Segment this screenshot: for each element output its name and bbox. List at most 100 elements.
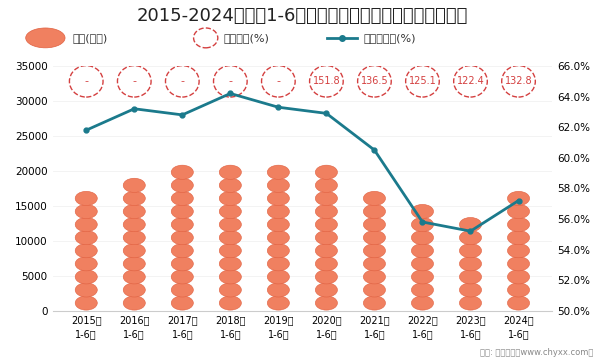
Ellipse shape bbox=[171, 270, 194, 284]
Ellipse shape bbox=[315, 204, 338, 218]
Text: -: - bbox=[276, 76, 280, 86]
Ellipse shape bbox=[364, 217, 385, 232]
Ellipse shape bbox=[315, 165, 338, 179]
Ellipse shape bbox=[219, 257, 241, 271]
Ellipse shape bbox=[267, 178, 289, 192]
Ellipse shape bbox=[123, 257, 145, 271]
Ellipse shape bbox=[411, 283, 434, 297]
Ellipse shape bbox=[123, 217, 145, 232]
Text: 产权比率(%): 产权比率(%) bbox=[224, 33, 270, 43]
Ellipse shape bbox=[364, 296, 385, 310]
Ellipse shape bbox=[315, 257, 338, 271]
Ellipse shape bbox=[459, 257, 482, 271]
Ellipse shape bbox=[75, 283, 97, 297]
Text: 151.8: 151.8 bbox=[313, 76, 340, 86]
Text: 负债(亿元): 负债(亿元) bbox=[73, 33, 108, 43]
Ellipse shape bbox=[508, 283, 529, 297]
Ellipse shape bbox=[508, 270, 529, 284]
Ellipse shape bbox=[171, 283, 194, 297]
Text: -: - bbox=[84, 76, 88, 86]
Ellipse shape bbox=[267, 217, 289, 232]
Ellipse shape bbox=[219, 231, 241, 245]
Ellipse shape bbox=[267, 191, 289, 205]
Ellipse shape bbox=[219, 204, 241, 218]
Ellipse shape bbox=[411, 257, 434, 271]
Ellipse shape bbox=[75, 296, 97, 310]
Ellipse shape bbox=[171, 165, 194, 179]
Ellipse shape bbox=[267, 270, 289, 284]
Ellipse shape bbox=[219, 191, 241, 205]
Ellipse shape bbox=[508, 257, 529, 271]
Ellipse shape bbox=[315, 270, 338, 284]
Ellipse shape bbox=[219, 217, 241, 232]
Ellipse shape bbox=[219, 165, 241, 179]
Ellipse shape bbox=[508, 296, 529, 310]
Ellipse shape bbox=[508, 217, 529, 232]
Ellipse shape bbox=[508, 231, 529, 245]
Ellipse shape bbox=[508, 191, 529, 205]
Ellipse shape bbox=[267, 257, 289, 271]
Ellipse shape bbox=[171, 191, 194, 205]
Text: 122.4: 122.4 bbox=[457, 76, 485, 86]
Ellipse shape bbox=[364, 231, 385, 245]
Ellipse shape bbox=[459, 270, 482, 284]
Ellipse shape bbox=[123, 296, 145, 310]
Ellipse shape bbox=[411, 204, 434, 218]
Ellipse shape bbox=[171, 217, 194, 232]
Ellipse shape bbox=[171, 244, 194, 258]
Ellipse shape bbox=[123, 191, 145, 205]
Ellipse shape bbox=[75, 257, 97, 271]
Text: 136.5: 136.5 bbox=[361, 76, 388, 86]
Ellipse shape bbox=[364, 270, 385, 284]
Ellipse shape bbox=[123, 270, 145, 284]
Ellipse shape bbox=[364, 244, 385, 258]
Ellipse shape bbox=[315, 178, 338, 192]
Ellipse shape bbox=[315, 217, 338, 232]
Ellipse shape bbox=[411, 296, 434, 310]
Ellipse shape bbox=[411, 270, 434, 284]
Ellipse shape bbox=[508, 244, 529, 258]
Ellipse shape bbox=[123, 204, 145, 218]
Ellipse shape bbox=[459, 296, 482, 310]
Ellipse shape bbox=[219, 178, 241, 192]
Ellipse shape bbox=[267, 244, 289, 258]
Ellipse shape bbox=[364, 257, 385, 271]
Ellipse shape bbox=[123, 244, 145, 258]
Text: 125.1: 125.1 bbox=[408, 76, 436, 86]
Ellipse shape bbox=[75, 231, 97, 245]
Ellipse shape bbox=[171, 178, 194, 192]
Ellipse shape bbox=[171, 204, 194, 218]
Text: 132.8: 132.8 bbox=[505, 76, 532, 86]
Text: -: - bbox=[180, 76, 185, 86]
Text: -: - bbox=[228, 76, 232, 86]
Ellipse shape bbox=[219, 244, 241, 258]
Ellipse shape bbox=[123, 231, 145, 245]
Ellipse shape bbox=[267, 204, 289, 218]
Ellipse shape bbox=[75, 204, 97, 218]
Ellipse shape bbox=[75, 244, 97, 258]
Ellipse shape bbox=[75, 191, 97, 205]
Ellipse shape bbox=[315, 244, 338, 258]
Text: -: - bbox=[132, 76, 136, 86]
Ellipse shape bbox=[508, 204, 529, 218]
Ellipse shape bbox=[315, 191, 338, 205]
Ellipse shape bbox=[411, 231, 434, 245]
Ellipse shape bbox=[219, 296, 241, 310]
Ellipse shape bbox=[315, 296, 338, 310]
Ellipse shape bbox=[267, 165, 289, 179]
Ellipse shape bbox=[364, 283, 385, 297]
Ellipse shape bbox=[171, 296, 194, 310]
Text: 资产负债率(%): 资产负债率(%) bbox=[363, 33, 416, 43]
Ellipse shape bbox=[267, 296, 289, 310]
Ellipse shape bbox=[171, 257, 194, 271]
Ellipse shape bbox=[123, 283, 145, 297]
Ellipse shape bbox=[75, 270, 97, 284]
Text: 2015-2024年各年1-6月内蒙古自治区工业企业负债统计图: 2015-2024年各年1-6月内蒙古自治区工业企业负债统计图 bbox=[137, 7, 468, 25]
Ellipse shape bbox=[315, 283, 338, 297]
Text: 制图: 智研咨询（www.chyxx.com）: 制图: 智研咨询（www.chyxx.com） bbox=[480, 348, 593, 357]
Ellipse shape bbox=[219, 283, 241, 297]
Ellipse shape bbox=[459, 244, 482, 258]
Ellipse shape bbox=[411, 244, 434, 258]
Ellipse shape bbox=[459, 217, 482, 232]
Ellipse shape bbox=[123, 178, 145, 192]
